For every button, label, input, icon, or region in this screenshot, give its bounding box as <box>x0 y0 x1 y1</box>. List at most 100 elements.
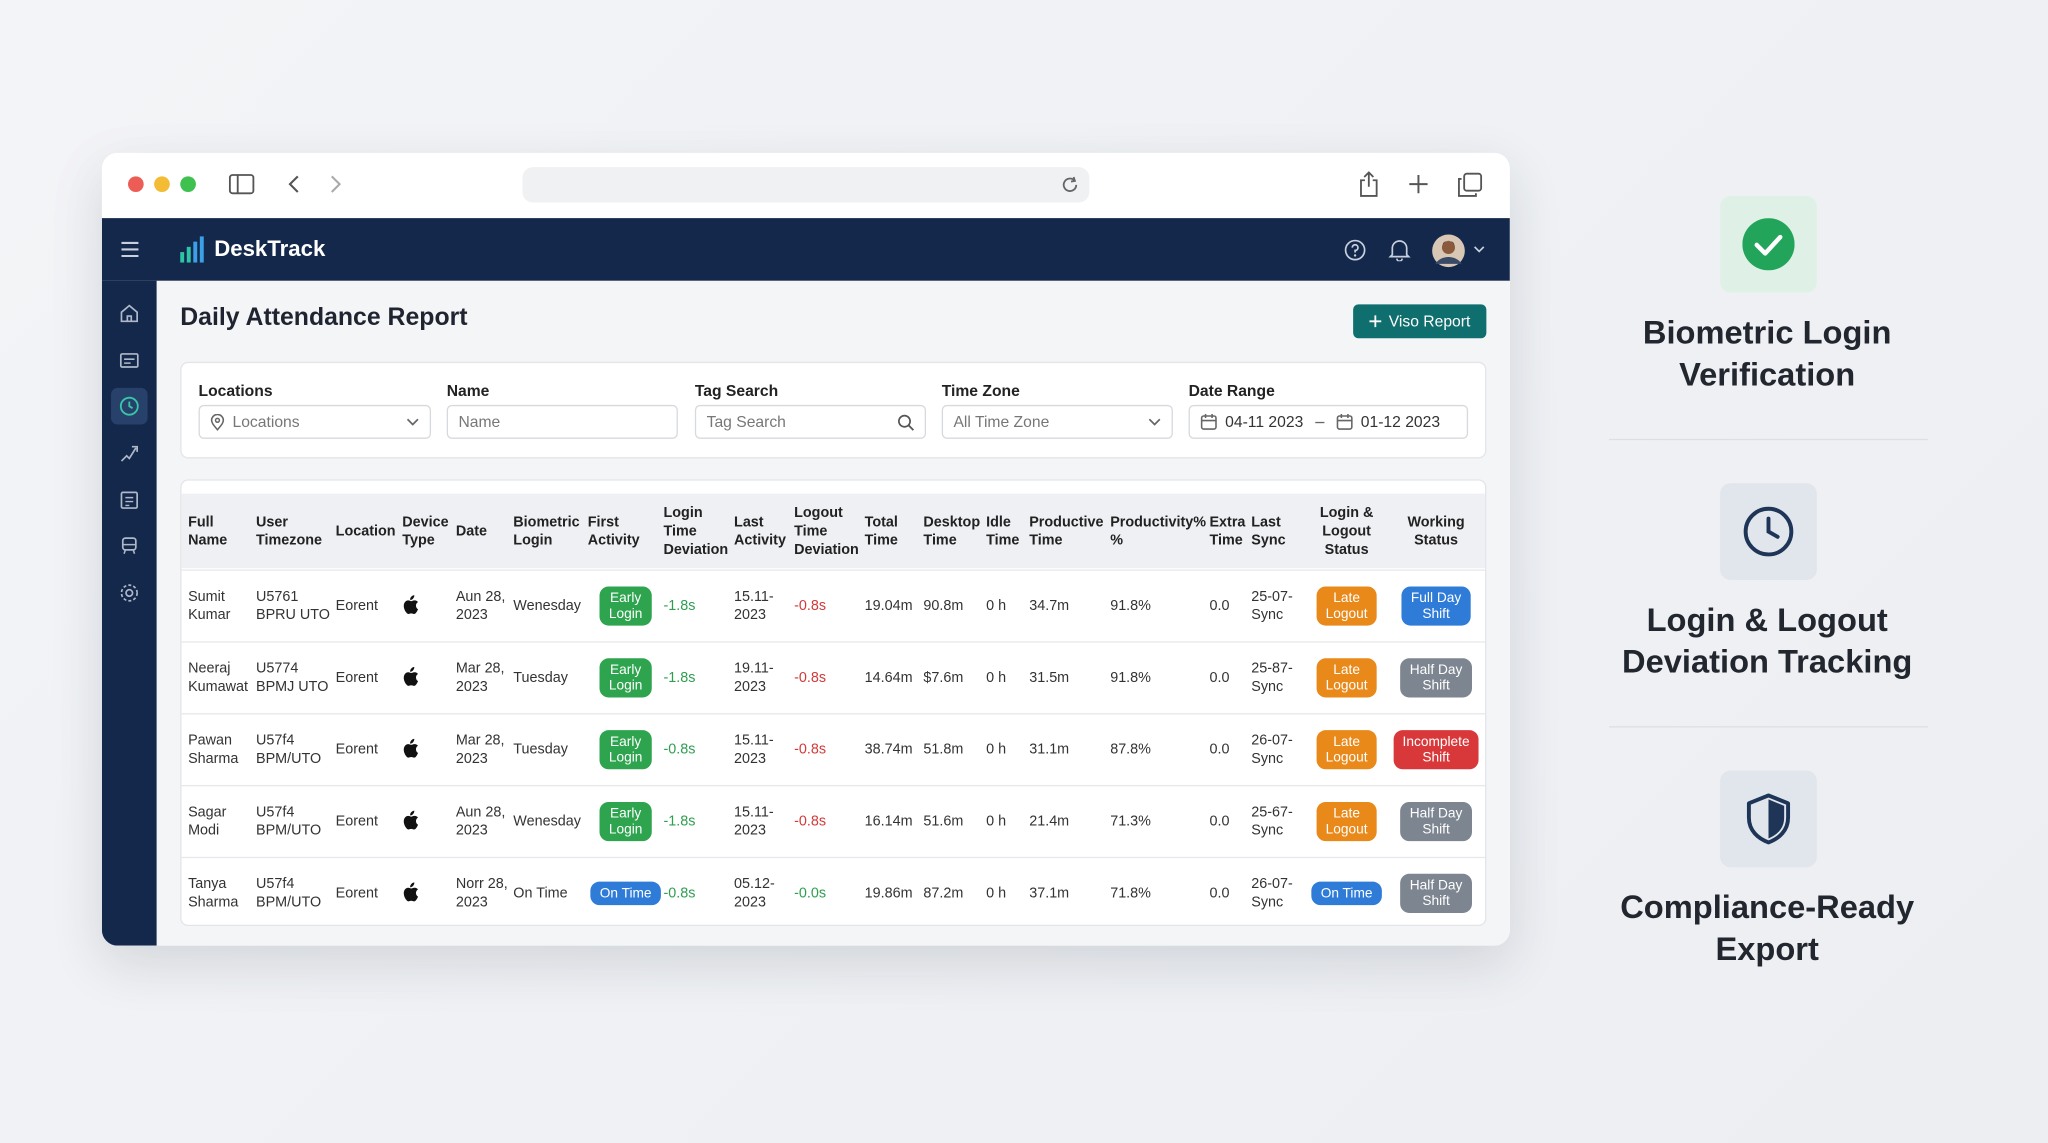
table-cell: 21.4m <box>1029 813 1070 830</box>
back-button[interactable] <box>285 174 303 195</box>
status-badge: Late Logout <box>1316 586 1377 626</box>
deviation-cell: -0.8s <box>663 885 696 902</box>
filter-input[interactable]: Tag Search <box>694 404 927 439</box>
filter-input[interactable]: Name <box>446 404 678 439</box>
table-cell: 19.11- 2023 <box>734 660 774 695</box>
table-cell: 26-07- Sync <box>1251 732 1293 767</box>
filter-input[interactable]: 04-11 2023 01-12 2023 <box>1188 404 1469 439</box>
table-cell: 71.3% <box>1110 813 1151 830</box>
filter-panel: Locations Locations Name Name Tag Search Tag … <box>180 361 1487 459</box>
status-badge: On Time <box>1311 881 1382 906</box>
maximize-button[interactable] <box>180 176 196 192</box>
content-area: Daily Attendance Report Viso Report Loca… <box>156 280 1510 946</box>
plus-icon <box>1369 315 1382 328</box>
table-cell: 05.12- 2023 <box>734 876 775 911</box>
table-cell: 0.0 <box>1209 885 1230 902</box>
address-bar[interactable] <box>522 167 1090 203</box>
filter-label: Name <box>446 381 490 400</box>
table-cell: 91.8% <box>1110 598 1151 614</box>
table-row: Tanya Sharma U57f4 BPM/UTO Eorent Norr 28, … <box>181 856 1486 925</box>
search-icon <box>898 414 915 431</box>
table-cell: 37.1m <box>1029 885 1070 902</box>
filter-label: Date Range <box>1188 381 1275 400</box>
filter-placeholder: All Time Zone <box>953 412 1050 432</box>
table-cell: Aun 28, 2023 <box>455 589 506 624</box>
column-header: Desktop Time <box>923 513 981 548</box>
filter-input[interactable]: All Time Zone <box>941 404 1173 439</box>
table-cell: 26-07- Sync <box>1251 876 1293 911</box>
nav-attendance-active[interactable] <box>111 387 148 425</box>
nav-home[interactable] <box>119 303 140 324</box>
table-cell: 91.8% <box>1110 670 1151 686</box>
forward-button[interactable] <box>327 174 345 195</box>
date-to: 01-12 2023 <box>1360 412 1441 432</box>
calendar-icon <box>1200 414 1217 430</box>
status-badge: On Time <box>590 881 661 906</box>
nav-dashboard[interactable] <box>119 350 140 371</box>
help-button[interactable] <box>1344 239 1366 261</box>
app-sidebar <box>101 280 157 946</box>
table-cell: 51.6m <box>923 813 964 830</box>
table-cell: 25-67- Sync <box>1251 804 1293 839</box>
nav-devices[interactable] <box>119 536 140 557</box>
date-separator <box>1315 421 1325 423</box>
table-cell: 31.5m <box>1029 670 1070 686</box>
table-cell: Mar 28, 2023 <box>455 732 505 767</box>
report-button[interactable]: Viso Report <box>1353 304 1487 339</box>
table-cell: Eorent <box>335 813 379 830</box>
sidebar-toggle[interactable] <box>228 174 255 195</box>
status-badge: Half Day Shift <box>1400 658 1472 698</box>
table-cell: 0 h <box>986 598 1007 614</box>
device-cell <box>402 737 456 762</box>
new-tab-button[interactable] <box>1408 174 1429 195</box>
brand-name[interactable]: DeskTrack <box>214 236 326 262</box>
table-cell: Sagar Modi <box>188 804 227 839</box>
feature-divider <box>1609 726 1928 728</box>
user-menu-chevron[interactable] <box>1473 246 1485 254</box>
share-button[interactable] <box>1358 171 1379 197</box>
menu-button[interactable] <box>120 240 140 258</box>
feature-title: Login & Logout Deviation Tracking <box>1621 602 1913 681</box>
apple-device-icon <box>403 809 419 829</box>
status-badge: Early Login <box>599 658 652 698</box>
table-row: Pawan Sharma U57f4 BPM/UTO Eorent Mar 28, 2… <box>181 713 1486 785</box>
status-badge: Late Logout <box>1316 730 1377 770</box>
reload-button[interactable] <box>1061 175 1081 195</box>
table-row: Sumit Kumar U5761 BPRU UTO Eorent Aun 28, 2… <box>181 569 1486 641</box>
column-header: Date <box>455 523 487 539</box>
status-badge: Half Day Shift <box>1400 801 1472 842</box>
attendance-table: Full Name User Timezone Location Device Typ… <box>180 479 1487 927</box>
table-cell: 87.2m <box>923 885 964 902</box>
status-badge: Early Login <box>599 801 652 842</box>
table-cell: 15.11- 2023 <box>734 804 774 839</box>
table-cell: 0 h <box>986 813 1007 830</box>
filter-input[interactable]: Locations <box>198 404 432 439</box>
table-cell: 90.8m <box>923 598 964 614</box>
table-cell: Eorent <box>335 885 379 902</box>
nav-attendance-icon <box>119 396 139 416</box>
nav-reports[interactable] <box>119 490 140 511</box>
table-cell: U5774 BPMJ UTO <box>255 660 329 695</box>
table-cell: Neeraj Kumawat <box>188 660 248 695</box>
minimize-button[interactable] <box>154 176 170 192</box>
column-header: Login & Logout Status <box>1319 504 1374 558</box>
tabs-button[interactable] <box>1458 172 1483 197</box>
status-badge: Half Day Shift <box>1400 873 1472 913</box>
close-button[interactable] <box>127 176 144 192</box>
user-avatar[interactable] <box>1432 234 1466 268</box>
pin-icon <box>210 413 225 431</box>
page-title: Daily Attendance Report <box>180 304 468 332</box>
notifications-button[interactable] <box>1388 238 1411 262</box>
deviation-cell: -0.8s <box>663 741 696 758</box>
table-cell: U57f4 BPM/UTO <box>255 804 322 839</box>
dropdown-chevron <box>1148 418 1161 426</box>
table-cell: Eorent <box>335 598 379 614</box>
table-cell: Sumit Kumar <box>188 589 231 624</box>
table-cell: 15.11- 2023 <box>734 589 774 624</box>
status-badge: Full Day Shift <box>1401 586 1471 626</box>
nav-activity[interactable] <box>119 443 140 464</box>
nav-settings[interactable] <box>119 583 140 604</box>
